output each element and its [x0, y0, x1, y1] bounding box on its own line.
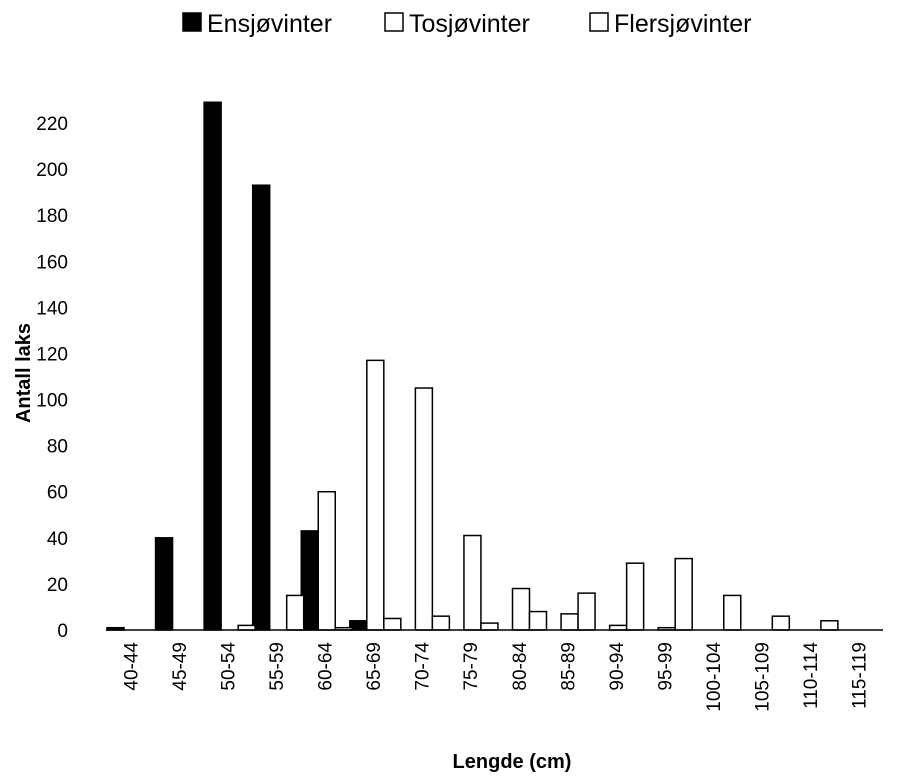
bars	[106, 101, 839, 631]
x-tick-label: 55-59	[267, 642, 288, 691]
x-tick-label: 85-89	[558, 642, 579, 691]
y-tick-label: 120	[36, 344, 68, 365]
y-tick-label: 100	[36, 391, 68, 412]
y-tick-label: 40	[47, 529, 68, 550]
x-axis-title: Lengde (cm)	[453, 751, 572, 773]
bar-ensjøvinter-55-59	[251, 184, 271, 631]
x-tick-label: 105-109	[753, 642, 774, 712]
bar-flersjøvinter-65-69	[383, 617, 402, 631]
bar-tosjøvinter-60-64	[317, 490, 336, 631]
y-tick-label: 200	[36, 160, 68, 181]
legend-swatch	[589, 12, 609, 32]
x-tick-label: 50-54	[218, 642, 239, 691]
bar-tosjøvinter-75-79	[463, 534, 482, 631]
x-tick-label: 80-84	[510, 642, 531, 691]
x-tick-label: 100-104	[704, 642, 725, 712]
x-tick-label: 65-69	[364, 642, 385, 691]
x-tick-label: 95-99	[655, 642, 676, 691]
bar-flersjøvinter-70-74	[431, 615, 451, 631]
bar-tosjøvinter-80-84	[511, 587, 531, 631]
y-axis: 0 20 40 60 80 100 120 140 160 180 200 220	[36, 114, 68, 642]
y-tick-label: 180	[36, 206, 68, 227]
y-tick-label: 0	[57, 621, 68, 642]
bar-flersjøvinter-100-104	[723, 594, 742, 631]
y-tick-label: 140	[36, 298, 68, 319]
y-axis-title: Antall laks	[13, 323, 35, 423]
bar-tosjøvinter-65-69	[366, 359, 385, 631]
legend-label: Ensjøvinter	[207, 10, 332, 38]
legend-label: Flersjøvinter	[614, 10, 752, 38]
y-tick-label: 60	[47, 483, 68, 504]
x-tick-label: 90-94	[607, 642, 628, 691]
bar-flersjøvinter-90-94	[625, 562, 645, 631]
bar-flersjøvinter-55-59	[285, 594, 305, 631]
x-tick-label: 70-74	[413, 642, 434, 691]
bar-flersjøvinter-110-114	[820, 620, 839, 631]
legend-label: Tosjøvinter	[409, 10, 530, 38]
x-axis: 40-44 45-49 50-54 55-59 60-64 65-69 70-74 75-79…	[106, 629, 883, 712]
y-tick-label: 20	[47, 575, 68, 596]
x-tick-label: 75-79	[461, 642, 482, 691]
legend-swatch	[182, 12, 202, 32]
bar-flersjøvinter-85-89	[577, 592, 596, 631]
x-tick-label: 40-44	[121, 642, 142, 691]
bar-flersjøvinter-95-99	[674, 557, 693, 631]
x-tick-label: 110-114	[801, 642, 822, 709]
legend: Ensjøvinter Tosjøvinter Flersjøvinter	[182, 10, 752, 38]
y-tick-label: 160	[36, 252, 68, 273]
bar-flersjøvinter-75-79	[480, 622, 499, 631]
bar-tosjøvinter-70-74	[414, 387, 434, 631]
y-tick-label: 80	[47, 437, 68, 458]
x-tick-label: 45-49	[170, 642, 191, 691]
y-tick-label: 220	[36, 114, 68, 135]
bar-ensjøvinter-45-49	[154, 537, 174, 631]
bar-ensjøvinter-50-54	[203, 101, 222, 631]
bar-tosjøvinter-85-89	[560, 613, 579, 631]
x-tick-label: 60-64	[316, 642, 337, 691]
legend-swatch	[384, 12, 404, 32]
x-tick-label: 115-119	[850, 642, 871, 709]
bar-flersjøvinter-80-84	[528, 610, 548, 631]
bar-flersjøvinter-105-109	[771, 615, 791, 631]
